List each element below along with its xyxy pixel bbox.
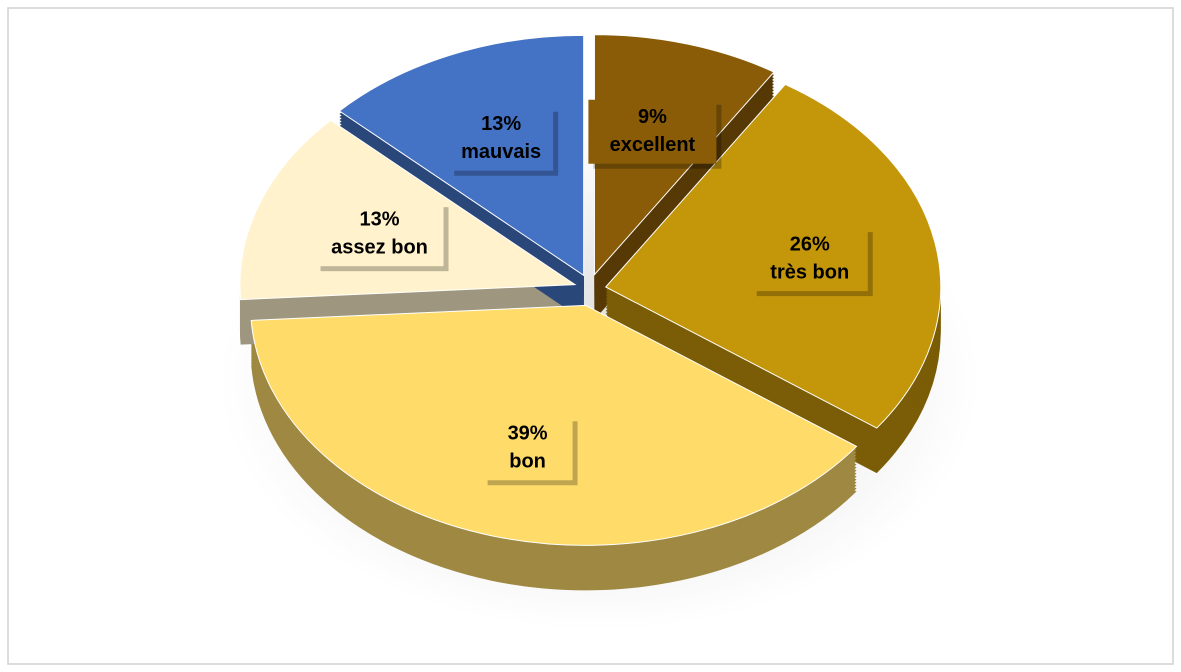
category-label: bon <box>509 451 546 473</box>
value-label: 39% <box>508 423 548 445</box>
category-label: excellent <box>610 134 696 156</box>
label-box <box>482 416 573 481</box>
label-box <box>449 106 554 171</box>
label-box <box>588 99 717 164</box>
label-box <box>315 202 444 267</box>
labels: 9% excellent 26% très bon 39% bon 13% assez bon… <box>315 99 873 486</box>
category-label: assez bon <box>331 236 428 258</box>
category-label: mauvais <box>461 141 541 163</box>
value-label: 13% <box>481 113 521 135</box>
value-label: 9% <box>638 106 667 128</box>
value-label: 13% <box>360 208 400 230</box>
value-label: 26% <box>790 233 830 255</box>
label-box <box>751 227 868 292</box>
category-label: très bon <box>770 261 849 283</box>
